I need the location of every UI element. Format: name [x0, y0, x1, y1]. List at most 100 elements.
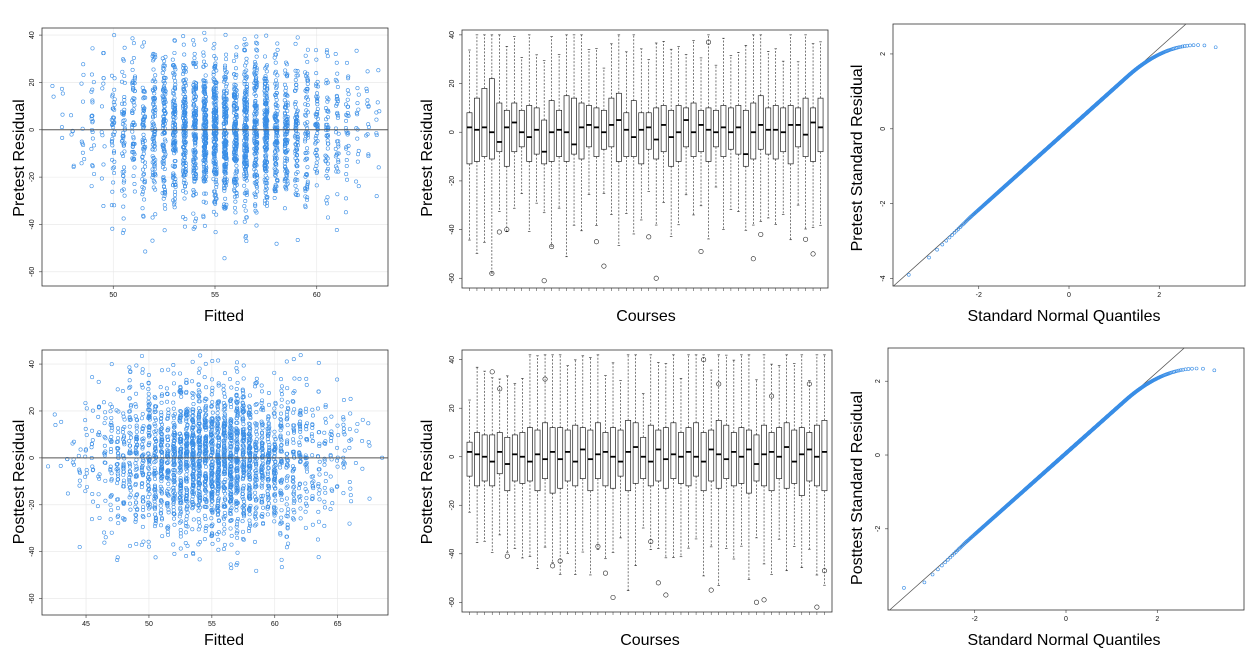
iqr-box — [795, 107, 802, 148]
box-course-28 — [668, 48, 675, 291]
data-point — [298, 516, 303, 521]
iqr-box — [518, 109, 525, 148]
box-course-32 — [698, 57, 704, 291]
data-point — [161, 97, 166, 102]
data-point — [163, 139, 168, 144]
data-point — [244, 188, 249, 193]
iqr-box — [533, 107, 540, 155]
panel-5-x-label: Courses — [620, 632, 680, 649]
box-course-38 — [742, 45, 749, 291]
data-point — [344, 60, 349, 65]
data-point — [130, 60, 135, 65]
data-point — [153, 212, 158, 217]
data-point — [333, 51, 338, 56]
data-point — [303, 53, 308, 58]
data-point — [365, 69, 370, 74]
data-point — [293, 77, 298, 82]
data-point — [329, 414, 334, 419]
data-point — [244, 190, 249, 195]
data-point — [119, 79, 124, 84]
data-point — [278, 411, 283, 416]
data-point — [305, 146, 310, 151]
outlier-point — [810, 251, 816, 257]
box-course-13 — [556, 54, 562, 291]
data-point — [121, 216, 126, 221]
data-point — [244, 87, 249, 92]
panel-6-x-label: Standard Normal Quantiles — [968, 632, 1161, 649]
data-point — [293, 183, 298, 188]
box-course-30 — [683, 54, 689, 291]
panel-1-x-label: Fitted — [204, 308, 244, 325]
y-tick-label: 40 — [29, 360, 36, 368]
data-point — [314, 183, 319, 188]
data-point — [90, 130, 95, 135]
box-course-6 — [503, 45, 510, 291]
data-point — [235, 529, 240, 534]
data-point — [274, 78, 279, 83]
data-point — [323, 416, 328, 421]
data-point — [344, 158, 349, 163]
iqr-box — [653, 107, 660, 160]
data-point — [233, 210, 238, 215]
data-point — [354, 179, 359, 184]
data-point — [293, 105, 298, 110]
iqr-box — [810, 107, 816, 162]
y-tick-label: -40 — [29, 219, 36, 229]
data-point — [295, 35, 300, 40]
data-point — [354, 48, 359, 53]
scatter-points — [50, 30, 382, 261]
data-point — [79, 161, 84, 166]
data-point — [143, 164, 148, 169]
data-point — [295, 69, 300, 74]
data-point — [121, 204, 126, 209]
data-point — [322, 499, 327, 504]
quantile-point — [1188, 43, 1192, 48]
data-point — [201, 59, 206, 64]
outlier-point — [653, 275, 659, 281]
data-point — [316, 509, 321, 514]
data-point — [244, 56, 249, 61]
data-point — [227, 377, 232, 382]
y-tick-label: -2 — [880, 200, 887, 206]
data-point — [344, 196, 349, 201]
data-point — [153, 73, 158, 78]
box-course-5 — [496, 34, 503, 291]
data-point — [121, 154, 126, 159]
data-point — [231, 58, 236, 63]
data-point — [132, 103, 137, 108]
data-point — [293, 68, 298, 73]
data-point — [139, 542, 144, 547]
data-point — [89, 89, 94, 94]
panel-2-x-label: Courses — [616, 308, 676, 325]
data-point — [356, 92, 361, 97]
box-course-4 — [488, 34, 495, 291]
box-course-17 — [586, 49, 592, 291]
data-point — [120, 101, 125, 106]
data-point — [374, 117, 379, 122]
iqr-box — [780, 107, 787, 153]
x-tick-label: 65 — [334, 621, 342, 628]
y-tick-label: 2 — [880, 52, 887, 56]
data-point — [303, 121, 308, 126]
data-point — [172, 522, 177, 527]
data-point — [60, 135, 65, 140]
iqr-box — [742, 109, 749, 167]
y-tick-label: 0 — [880, 127, 887, 131]
data-point — [305, 59, 310, 64]
panel-1-y-label: Pretest Residual — [11, 99, 28, 216]
data-point — [130, 67, 135, 72]
iqr-box — [705, 107, 712, 162]
box-course-26 — [653, 42, 660, 291]
outlier-point — [541, 278, 547, 284]
data-point — [275, 47, 280, 52]
data-point — [89, 184, 94, 189]
quantile-point — [927, 255, 931, 260]
data-point — [183, 216, 188, 221]
data-point — [354, 428, 359, 433]
data-point — [141, 172, 146, 177]
y-tick-label: -60 — [29, 267, 36, 277]
data-point — [130, 129, 135, 134]
data-point — [204, 166, 209, 171]
y-tick-label: -40 — [449, 224, 456, 234]
